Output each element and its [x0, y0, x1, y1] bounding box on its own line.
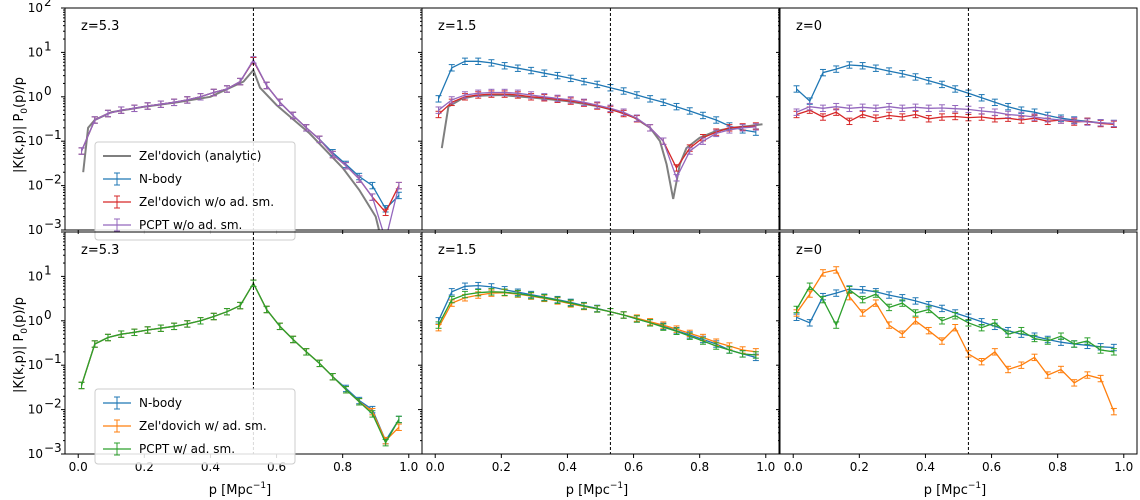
- panel-1-2: 0.0 0.2 0.4 0.6 0.8 1.0 z=0: [776, 231, 1138, 474]
- legend-box: [94, 141, 296, 241]
- y-tick-exponent: −1: [44, 128, 62, 142]
- panel-plot-area: [78, 56, 402, 230]
- legend-label-zel-dovich-w-o-ad-sm-: Zel'dovich w/o ad. sm.: [139, 195, 274, 209]
- panel-plot-area: [435, 57, 763, 200]
- y-tick-label: 10: [28, 314, 43, 328]
- x-tick-label: 1.0: [399, 460, 418, 474]
- panel-label: z=0: [796, 19, 822, 34]
- y-tick-label: 10: [28, 90, 43, 104]
- panel-1-1: 0.0 0.2 0.4 0.6 0.8 1.0 z=1.5: [418, 231, 780, 474]
- legend-label-zel-dovich-analytic-: Zel'dovich (analytic): [139, 149, 261, 163]
- x-tick-label: 0.0: [784, 460, 803, 474]
- panel-plot-area: [793, 61, 1117, 129]
- y-tick-label: 10: [28, 45, 43, 59]
- panel-frame: [779, 7, 1138, 231]
- y-tick-label: 10: [28, 447, 43, 461]
- x-axis-label-col2: p [Mpc−1]: [924, 481, 986, 498]
- x-axis-label-col1: p [Mpc−1]: [566, 481, 628, 498]
- x-tick-label: 0.6: [624, 460, 643, 474]
- y-tick-exponent: −2: [44, 173, 62, 187]
- x-tick-label: 1.0: [1114, 460, 1133, 474]
- x-axis-label-col0: p [Mpc−1]: [209, 481, 271, 498]
- y-tick-exponent: 0: [44, 308, 52, 322]
- x-tick-label: 1.0: [756, 460, 775, 474]
- legend-label-pcpt-w-o-ad-sm-: PCPT w/o ad. sm.: [139, 218, 242, 232]
- panel-plot-area: [435, 281, 759, 362]
- panel-label: z=1.5: [438, 19, 476, 34]
- panel-frame: [421, 7, 780, 231]
- panel-label: z=5.3: [81, 243, 119, 258]
- x-tick-label: 0.2: [492, 460, 511, 474]
- x-tick-label: 0.8: [690, 460, 709, 474]
- panel-0-2: z=0: [776, 7, 1138, 234]
- y-axis-label-bottom: |K(k,p)| P0(p)/p: [12, 297, 30, 393]
- y-tick-label: 10: [28, 403, 43, 417]
- panel-0-1: z=1.5: [418, 7, 780, 234]
- y-tick-exponent: 1: [44, 39, 52, 53]
- panel-plot-area: [78, 279, 402, 447]
- panel-plot-area: [793, 266, 1117, 416]
- legend-label-pcpt-w-ad-sm-: PCPT w/ ad. sm.: [139, 442, 235, 456]
- panel-label: z=5.3: [81, 19, 119, 34]
- y-tick-label: 10: [28, 358, 43, 372]
- panel-frame: [779, 231, 1138, 455]
- x-tick-label: 0.8: [1048, 460, 1067, 474]
- y-tick-exponent: 1: [44, 263, 52, 277]
- y-tick-exponent: 0: [44, 84, 52, 98]
- x-tick-label: 0.0: [69, 460, 88, 474]
- y-tick-exponent: −1: [44, 352, 62, 366]
- legend-label-n-body: N-body: [139, 172, 182, 186]
- y-tick-exponent: 2: [44, 0, 52, 9]
- x-tick-label: 0.6: [982, 460, 1001, 474]
- x-tick-label: 0.8: [333, 460, 352, 474]
- x-tick-label: 0.2: [850, 460, 869, 474]
- legend-box: [94, 388, 296, 465]
- y-tick-label: 10: [28, 1, 43, 15]
- y-tick-exponent: −3: [44, 217, 62, 231]
- panel-frame: [421, 231, 780, 455]
- legend-label-n-body: N-body: [139, 396, 182, 410]
- y-tick-label: 10: [28, 179, 43, 193]
- y-tick-label: 10: [28, 269, 43, 283]
- panel-label: z=1.5: [438, 243, 476, 258]
- x-tick-label: 0.4: [558, 460, 577, 474]
- panel-label: z=0: [796, 243, 822, 258]
- y-tick-label: 10: [28, 223, 43, 237]
- y-tick-label: 10: [28, 134, 43, 148]
- y-axis-label-top: |K(k,p)| P0(p)/p: [12, 77, 30, 173]
- x-tick-label: 0.0: [426, 460, 445, 474]
- y-tick-exponent: −3: [44, 441, 62, 455]
- legend-label-zel-dovich-w-ad-sm-: Zel'dovich w/ ad. sm.: [139, 419, 267, 433]
- y-tick-exponent: −2: [44, 397, 62, 411]
- x-tick-label: 0.4: [916, 460, 935, 474]
